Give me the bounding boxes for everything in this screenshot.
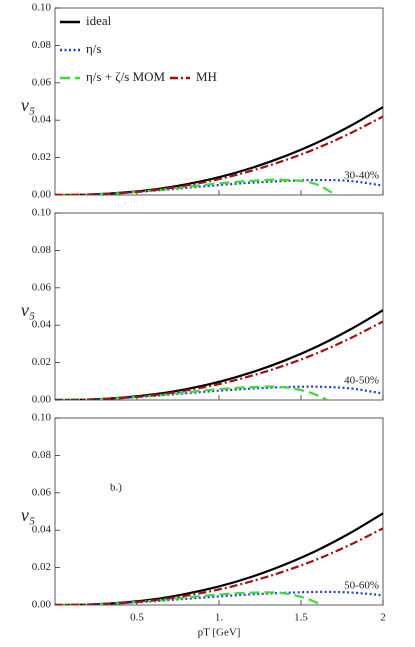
legend-label: ideal — [86, 13, 112, 28]
series-line — [55, 527, 383, 605]
series-line — [55, 385, 330, 400]
x-tick-label: 2 — [380, 612, 386, 624]
y-tick-label: 0.04 — [32, 114, 52, 126]
series-line — [55, 309, 383, 400]
annotation: 50-60% — [344, 580, 379, 592]
y-tick-label: 0.00 — [32, 189, 52, 201]
legend-label: MH — [196, 69, 217, 84]
series-line — [55, 106, 383, 195]
y-tick-label: 0.08 — [32, 39, 52, 51]
y-tick-label: 0.02 — [32, 356, 51, 368]
y-tick-label: 0.10 — [32, 2, 52, 14]
y-axis-label: v₅ — [21, 300, 35, 320]
y-tick-label: 0.02 — [32, 151, 51, 163]
y-tick-label: 0.06 — [32, 486, 52, 498]
panel-label: b.) — [110, 482, 122, 494]
series-line — [55, 178, 337, 195]
plot-area — [55, 512, 383, 605]
y-tick-label: 0.06 — [32, 281, 52, 293]
y-tick-label: 0.04 — [32, 319, 52, 331]
y-tick-label: 0.06 — [32, 76, 52, 88]
x-tick-label: 0.5 — [130, 612, 144, 624]
series-line — [55, 512, 383, 605]
y-tick-label: 0.10 — [32, 207, 52, 219]
y-tick-label: 0.08 — [32, 244, 52, 256]
plot-frame — [54, 417, 384, 606]
series-line — [55, 115, 383, 195]
legend-label: η/s — [86, 41, 101, 56]
plot-area — [55, 106, 383, 195]
plot-frame — [54, 212, 384, 401]
y-tick-label: 0.04 — [32, 524, 52, 536]
y-tick-label: 0.10 — [32, 412, 52, 424]
x-axis-label: pT [GeV] — [198, 627, 241, 639]
y-tick-label: 0.02 — [32, 561, 51, 573]
x-tick-label: 1. — [215, 612, 224, 624]
y-axis-label: v₅ — [21, 505, 35, 525]
plot-frame — [54, 7, 384, 196]
legend-label: η/s + ζ/s MOM — [86, 69, 166, 84]
annotation: 30-40% — [344, 170, 379, 182]
y-tick-label: 0.00 — [32, 599, 52, 611]
plot-area — [55, 309, 383, 400]
y-axis-label: v₅ — [21, 95, 35, 115]
y-tick-label: 0.08 — [32, 449, 52, 461]
series-line — [55, 320, 383, 400]
annotation: 40-50% — [344, 375, 379, 387]
y-tick-label: 0.00 — [32, 394, 52, 406]
x-tick-label: 1.5 — [294, 612, 308, 624]
